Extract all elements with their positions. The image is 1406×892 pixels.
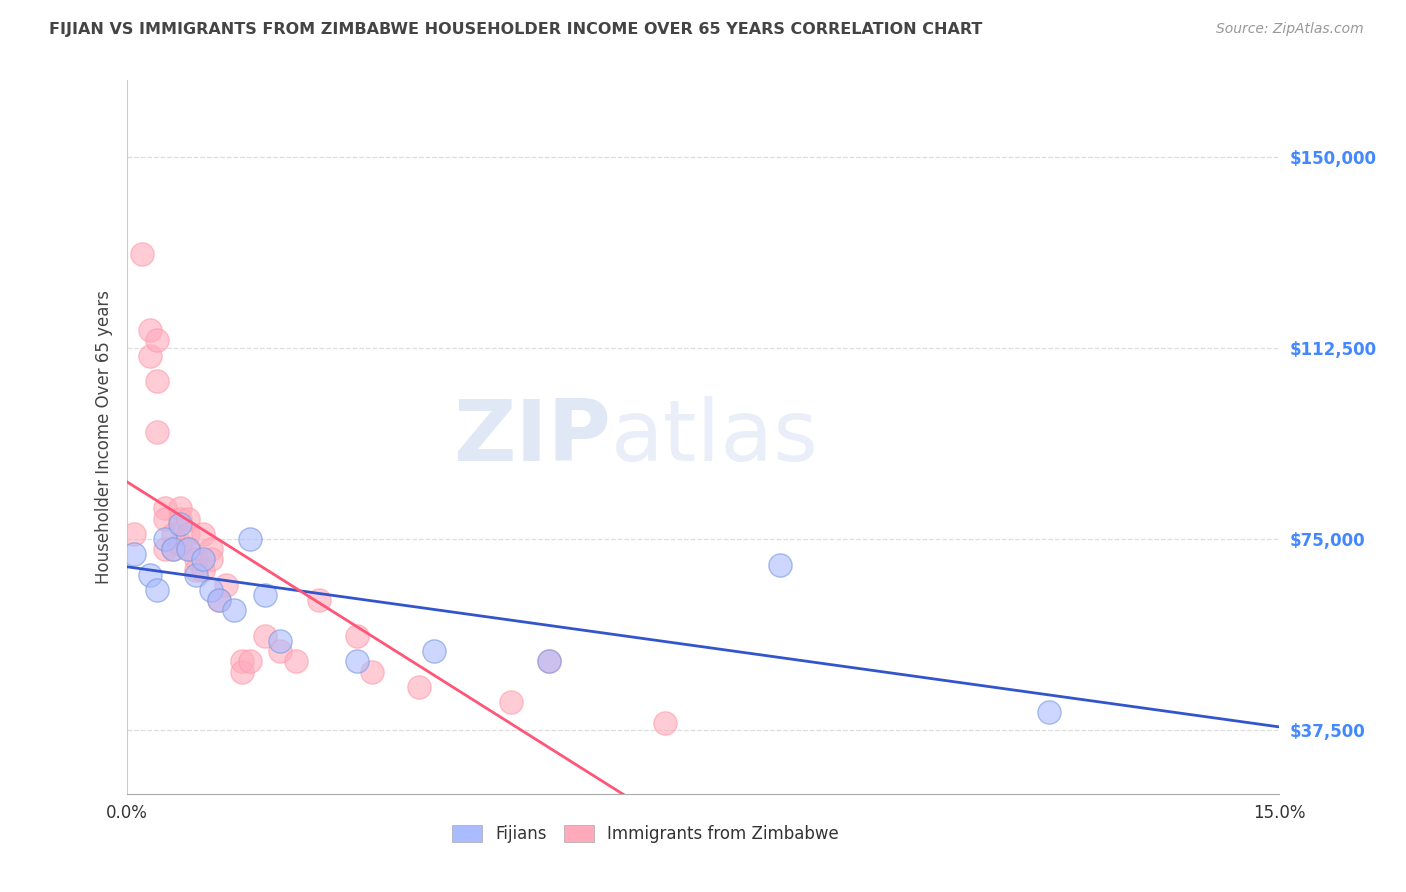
Point <box>253 629 276 643</box>
Point <box>162 542 184 557</box>
Point <box>238 532 260 546</box>
Point <box>138 323 160 337</box>
Point <box>208 593 231 607</box>
Text: FIJIAN VS IMMIGRANTS FROM ZIMBABWE HOUSEHOLDER INCOME OVER 65 YEARS CORRELATION : FIJIAN VS IMMIGRANTS FROM ZIMBABWE HOUSE… <box>49 22 983 37</box>
Text: Source: ZipAtlas.com: Source: ZipAtlas.com <box>1216 22 1364 37</box>
Point <box>253 588 276 602</box>
Point <box>146 333 169 347</box>
Point <box>169 516 191 531</box>
Y-axis label: Householder Income Over 65 years: Householder Income Over 65 years <box>94 290 112 584</box>
Point <box>769 558 792 572</box>
Point <box>162 542 184 557</box>
Point <box>138 349 160 363</box>
Point <box>177 527 200 541</box>
Point <box>122 547 145 561</box>
Point <box>200 552 222 566</box>
Point <box>654 715 676 730</box>
Point <box>231 665 253 679</box>
Point <box>193 563 215 577</box>
Point <box>146 582 169 597</box>
Point <box>200 582 222 597</box>
Point <box>231 654 253 668</box>
Point <box>538 654 561 668</box>
Point <box>193 527 215 541</box>
Point <box>184 552 207 566</box>
Point <box>269 644 291 658</box>
Point <box>308 593 330 607</box>
Point <box>346 629 368 643</box>
Point <box>269 634 291 648</box>
Point <box>193 552 215 566</box>
Point <box>177 542 200 557</box>
Point <box>538 654 561 668</box>
Point <box>138 567 160 582</box>
Point <box>169 501 191 516</box>
Point <box>224 603 246 617</box>
Point <box>499 695 522 709</box>
Point <box>146 374 169 388</box>
Point <box>146 425 169 439</box>
Point <box>423 644 446 658</box>
Point <box>284 654 307 668</box>
Point <box>361 665 384 679</box>
Point <box>169 537 191 551</box>
Point <box>184 563 207 577</box>
Point <box>177 542 200 557</box>
Point <box>208 593 231 607</box>
Text: atlas: atlas <box>610 395 818 479</box>
Legend: Fijians, Immigrants from Zimbabwe: Fijians, Immigrants from Zimbabwe <box>446 818 845 850</box>
Point <box>1038 706 1060 720</box>
Point <box>153 511 176 525</box>
Point <box>153 501 176 516</box>
Point <box>153 532 176 546</box>
Point <box>238 654 260 668</box>
Point <box>169 511 191 525</box>
Point <box>122 527 145 541</box>
Point <box>215 578 238 592</box>
Point <box>162 527 184 541</box>
Text: ZIP: ZIP <box>453 395 610 479</box>
Point <box>184 567 207 582</box>
Point <box>408 680 430 694</box>
Point <box>131 246 153 260</box>
Point <box>153 542 176 557</box>
Point <box>346 654 368 668</box>
Point <box>177 511 200 525</box>
Point <box>200 542 222 557</box>
